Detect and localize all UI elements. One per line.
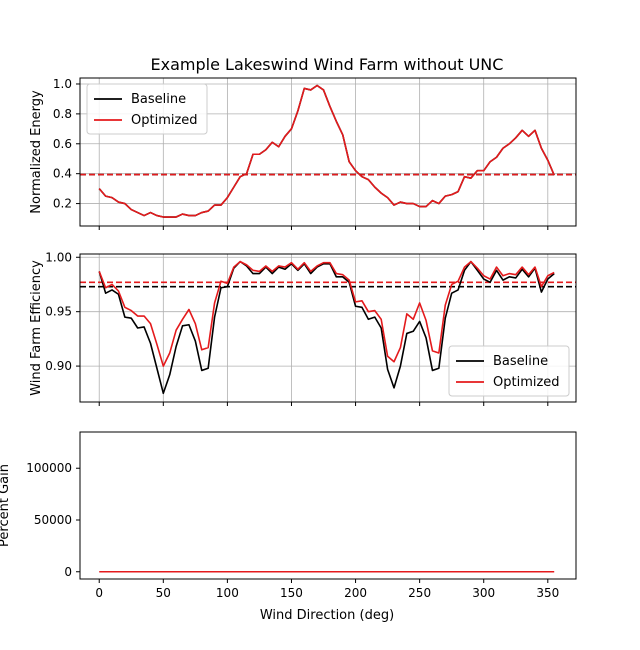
- y-tick-label: 1.0: [53, 77, 72, 91]
- y-tick-label: 1.00: [45, 250, 72, 264]
- chart-panel-1: 0.2 0.4 0.6 0.8 1.0 Normalized Energy Baseline…: [29, 77, 577, 230]
- y-axis-label: Percent Gain: [0, 464, 12, 547]
- legend-box: [448, 345, 570, 397]
- x-tick-label: 250: [408, 586, 431, 600]
- y-tick-label: 0.95: [45, 305, 72, 319]
- axes-frame: [79, 253, 577, 403]
- y-tick-label: 100000: [26, 461, 72, 475]
- chart-panel-3: 0 50 100 150 200 250 300 350 0 50000 100000 Percent…: [0, 431, 577, 600]
- y-tick-label: 50000: [34, 513, 72, 527]
- plots-layer: 0.2 0.4 0.6 0.8 1.0 Normalized Energy Baseline…: [0, 77, 577, 600]
- series-line-2: [98, 84, 555, 218]
- axes-frame: [79, 431, 577, 580]
- x-tick-label: 350: [536, 586, 559, 600]
- x-tick-label: 300: [472, 586, 495, 600]
- y-axis-label: Wind Farm Efficiency: [29, 260, 44, 396]
- y-axis-label: Normalized Energy: [29, 90, 44, 214]
- figure-title: Example Lakeswind Wind Farm without UNC: [151, 55, 504, 74]
- y-tick-label: 0: [64, 565, 72, 579]
- legend: Baseline Optimized: [448, 345, 570, 397]
- y-tick-label: 0.4: [53, 167, 72, 181]
- axes-frame: [79, 77, 577, 227]
- legend-label: Optimized: [131, 113, 198, 128]
- x-tick-label: 200: [344, 586, 367, 600]
- legend-box: [86, 83, 208, 135]
- legend: Baseline Optimized: [86, 83, 208, 135]
- x-tick-label: 150: [280, 586, 303, 600]
- y-tick-label: 0.8: [53, 107, 72, 121]
- legend-label: Baseline: [493, 354, 548, 369]
- series-line-1: [98, 260, 555, 395]
- legend-label: Optimized: [493, 375, 560, 390]
- y-tick-label: 0.2: [53, 197, 72, 211]
- y-tick-label: 0.6: [53, 137, 72, 151]
- legend-label: Baseline: [131, 92, 186, 107]
- y-tick-label: 0.90: [45, 359, 72, 373]
- x-tick-label: 100: [216, 586, 239, 600]
- x-tick-label: 50: [156, 586, 171, 600]
- x-axis-label: Wind Direction (deg): [260, 608, 394, 623]
- x-tick-label: 0: [95, 586, 103, 600]
- series-line-2: [98, 260, 555, 367]
